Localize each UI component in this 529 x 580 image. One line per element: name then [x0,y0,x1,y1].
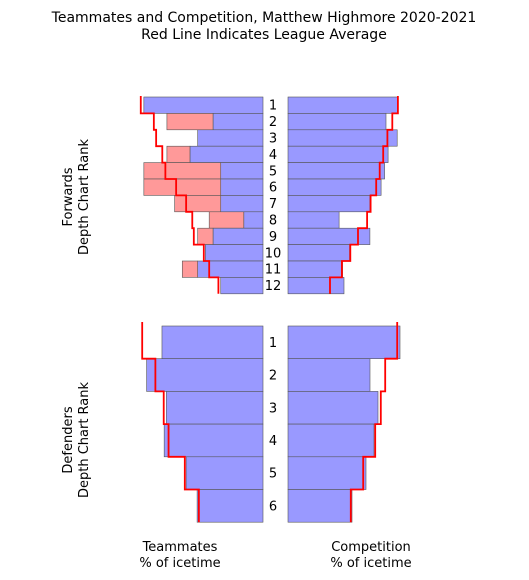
defenders-competition-panel [287,322,401,523]
forwards-competition-bar-3 [287,129,398,147]
defenders-competition-bar-4 [287,423,375,458]
defenders-ylabel: Defenders Depth Chart Rank [61,382,92,499]
defenders-teammates-panel [141,322,264,523]
forwards-competition-bar-11 [287,260,343,278]
forwards-teammates-bar-2-excess [166,113,214,131]
defenders-competition-bar-2 [287,358,371,392]
forwards-competition-bar-1 [287,96,399,114]
forwards-teammates-bar-5 [220,162,264,180]
defenders-rank-label-5: 5 [269,467,277,482]
forwards-teammates-bar-7 [220,195,264,213]
defenders-rank-label-3: 3 [269,401,277,416]
defenders-rank-label-1: 1 [269,336,277,351]
forwards-competition-panel [287,96,399,295]
forwards-rank-label-5: 5 [269,164,277,179]
teammates-xlabel-line2: % of icetime [139,556,220,571]
chart-title: Teammates and Competition, Matthew Highm… [51,10,477,26]
defenders-teammates-bar-2 [146,358,264,392]
forwards-rank-label-9: 9 [269,230,277,245]
forwards-teammates-panel [139,96,264,295]
forwards-teammates-bar-8 [243,211,264,229]
forwards-competition-league-average-line [329,96,399,294]
forwards-teammates-bar-4 [189,145,264,163]
defenders-teammates-bar-1 [161,325,264,360]
defenders-rank-label-6: 6 [269,499,277,514]
forwards-competition-bar-4 [287,145,389,163]
defenders-ylabel-line2: Depth Chart Rank [77,382,92,499]
forwards-teammates-bar-8-excess [208,211,245,229]
defenders-rank-label-4: 4 [269,434,277,449]
defenders-teammates-bar-3 [166,391,264,425]
forwards-teammates-bar-7-excess [174,195,222,213]
forwards-rank-label-11: 11 [265,263,282,278]
forwards-ylabel-line2: Depth Chart Rank [77,139,92,256]
forwards-teammates-bar-4-excess [166,145,191,163]
forwards-rank-label-1: 1 [269,99,277,114]
defenders-ylabel-line1: Defenders [61,406,76,473]
forwards-rank-label-4: 4 [269,148,277,163]
forwards-rank-label-8: 8 [269,214,277,229]
defenders-competition-bar-1 [287,325,401,360]
forwards-teammates-bar-3 [197,129,264,147]
forwards-teammates-bar-9 [212,227,264,245]
forwards-competition-bar-5 [287,162,385,180]
forwards-ylabel: Forwards Depth Chart Rank [61,139,92,256]
forwards-rank-label-6: 6 [269,181,277,196]
forwards-competition-bar-12 [287,277,345,295]
defenders-competition-bar-6 [287,489,353,523]
forwards-competition-bar-7 [287,195,371,213]
forwards-teammates-bar-11-excess [181,260,198,278]
forwards-rank-label-12: 12 [265,279,282,294]
forwards-rank-label-2: 2 [269,115,277,130]
forwards-competition-bar-8 [287,211,340,229]
defenders-competition-bar-3 [287,391,379,425]
forwards-teammates-bar-11 [197,260,264,278]
defenders-teammates-bar-4 [163,423,264,458]
forwards-teammates-bar-1 [143,96,264,114]
forwards-teammates-league-average-line [139,96,220,294]
forwards-competition-bar-6 [287,178,382,196]
defenders-competition-bar-5 [287,456,367,490]
forwards-competition-bar-2 [287,113,387,131]
defenders-competition-league-average-line [349,322,399,523]
teammates-xlabel-line1: Teammates [142,540,218,555]
defenders-rank-label-2: 2 [269,369,277,384]
defenders-teammates-league-average-line [141,322,200,523]
competition-xlabel-line1: Competition [331,540,411,555]
forwards-rank-label-7: 7 [269,197,277,212]
chart-subtitle: Red Line Indicates League Average [141,27,387,43]
forwards-teammates-bar-6-excess [143,178,222,196]
defenders-teammates-bar-6 [196,489,264,523]
defenders-teammates-bar-5 [185,456,264,490]
forwards-teammates-bar-5-excess [143,162,222,180]
forwards-teammates-bar-10 [205,244,264,262]
forwards-teammates-bar-6 [220,178,264,196]
forwards-rank-label-3: 3 [269,132,277,147]
forwards-ylabel-line1: Forwards [61,167,76,226]
forwards-rank-label-10: 10 [265,246,282,261]
forwards-teammates-bar-12 [220,277,264,295]
competition-xlabel-line2: % of icetime [330,556,411,571]
forwards-teammates-bar-9-excess [197,227,214,245]
forwards-teammates-bar-2 [212,113,264,131]
forwards-competition-bar-10 [287,244,350,262]
